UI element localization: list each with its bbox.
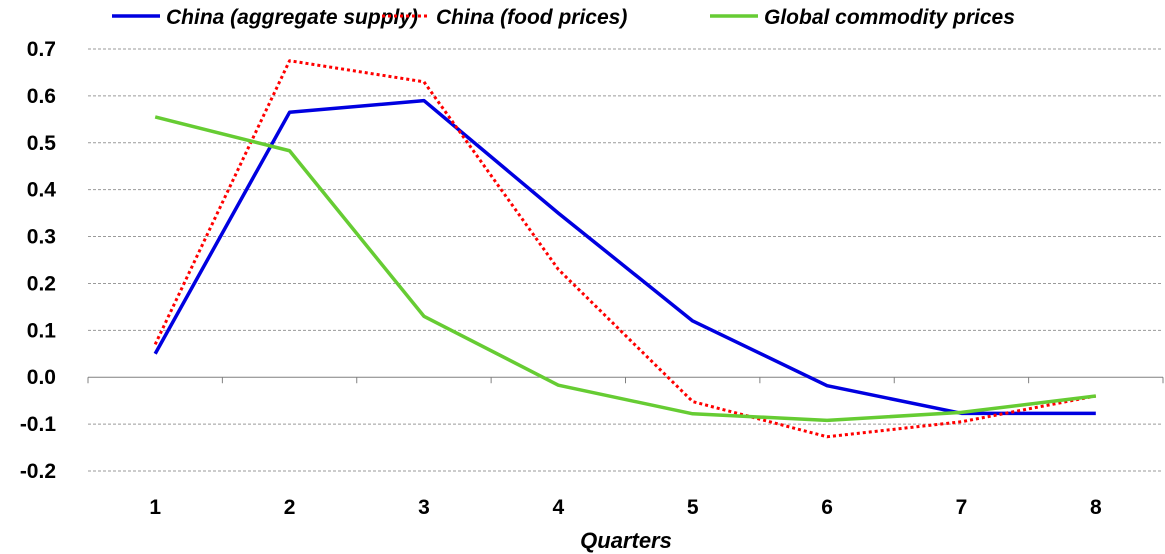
y-tick-label: 0.2	[27, 272, 56, 295]
legend-label: Global commodity prices	[764, 6, 1015, 29]
y-tick-label: 0.3	[27, 226, 56, 249]
series-lines	[153, 59, 1097, 439]
series-line-3	[154, 115, 1097, 423]
legend: China (aggregate supply) China (food pric…	[112, 6, 1015, 29]
series-line-1	[153, 98, 1096, 416]
gridlines	[88, 48, 1163, 472]
x-tick-label: 1	[149, 496, 161, 519]
y-axis: 0.7 0.6 0.5 0.4 0.3 0.2 0.1 0.0 -0.1 -0.2	[20, 38, 57, 483]
series-line-2	[153, 59, 1097, 439]
x-axis-title: Quarters	[580, 528, 672, 553]
legend-label: China (aggregate supply)	[166, 6, 418, 29]
y-tick-label: 0.5	[27, 132, 57, 155]
x-tick-labels: 1 2 3 4 5 6 7 8	[149, 496, 1102, 519]
y-tick-label: 0.1	[27, 319, 57, 342]
x-tick-label: 6	[821, 496, 833, 519]
y-tick-label: -0.2	[20, 460, 56, 483]
y-tick-label: 0.4	[27, 179, 57, 202]
x-tick-label: 5	[687, 496, 699, 519]
x-tick-label: 3	[418, 496, 430, 519]
x-tick-label: 2	[284, 496, 296, 519]
y-tick-label: 0.7	[27, 38, 56, 61]
x-tick-label: 8	[1090, 496, 1102, 519]
y-tick-label: 0.0	[27, 366, 56, 389]
y-tick-label: -0.1	[20, 413, 57, 436]
x-tick-label: 4	[552, 496, 564, 519]
x-axis	[87, 376, 1164, 384]
x-tick-label: 7	[956, 496, 968, 519]
legend-label: China (food prices)	[436, 6, 627, 29]
y-tick-label: 0.6	[27, 85, 56, 108]
